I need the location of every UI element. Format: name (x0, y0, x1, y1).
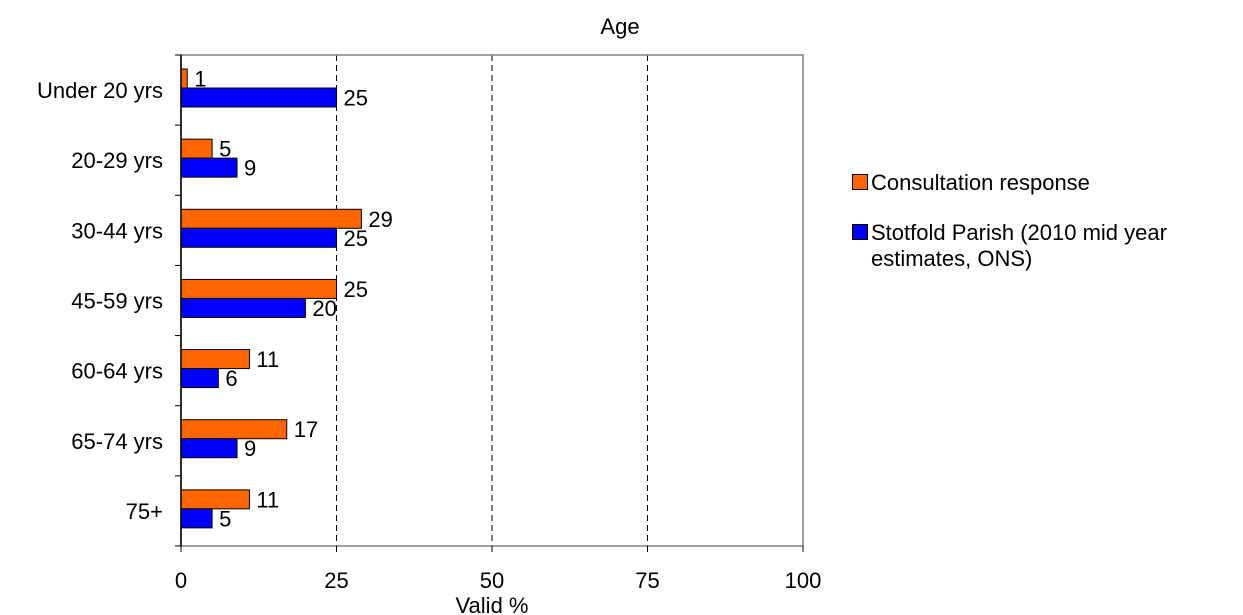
category-label: 45-59 yrs (71, 289, 163, 314)
axes: Under 20 yrs 20-29 yrs 30-44 yrs 45-59 yrs 6… (37, 54, 822, 593)
x-tick-label: 100 (785, 568, 822, 593)
data-label: 11 (256, 487, 279, 512)
legend-label: Stotfold Parish (2010 mid year estimates… (871, 220, 1167, 271)
category-label: Under 20 yrs (37, 78, 163, 103)
data-label: 25 (344, 86, 368, 111)
category-label: 60-64 yrs (71, 359, 163, 384)
data-label: 9 (244, 436, 256, 461)
data-label: 1 (194, 67, 206, 92)
data-label: 6 (225, 366, 237, 391)
legend-label: Consultation response (871, 170, 1090, 195)
data-label: 11 (256, 347, 279, 372)
data-label: 5 (219, 506, 231, 531)
data-label: 9 (244, 156, 256, 181)
data-label: 25 (344, 277, 368, 302)
x-tick-label: 75 (635, 568, 659, 593)
x-tick-label: 50 (480, 568, 504, 593)
gridlines (336, 55, 648, 546)
data-label: 5 (219, 137, 231, 162)
bar (180, 227, 337, 248)
category-label: 75+ (126, 499, 163, 524)
data-label: 17 (294, 417, 318, 442)
data-label: 20 (312, 296, 336, 321)
bar (180, 349, 250, 370)
bar (180, 368, 219, 389)
bar (180, 208, 362, 229)
bar (180, 87, 337, 108)
bar (180, 508, 213, 529)
legend-item-stotfold: Stotfold Parish (2010 mid year estimates… (852, 220, 1242, 272)
bar (180, 489, 250, 510)
bar (180, 68, 188, 89)
bar (180, 297, 306, 318)
bar (180, 419, 288, 440)
category-label: 65-74 yrs (71, 429, 163, 454)
bar (180, 438, 238, 459)
bar (180, 157, 238, 178)
x-tick-label: 0 (175, 568, 187, 593)
x-tick-label: 25 (324, 568, 348, 593)
bar (180, 138, 213, 159)
legend: Consultation response Stotfold Parish (2… (852, 170, 1242, 296)
data-label: 25 (344, 226, 368, 251)
data-label: 29 (368, 207, 392, 232)
x-axis-label: Valid % (456, 593, 529, 615)
category-label: 20-29 yrs (71, 148, 163, 173)
legend-item-consultation: Consultation response (852, 170, 1242, 196)
legend-swatch-consultation (852, 174, 868, 190)
category-label: 30-44 yrs (71, 218, 163, 243)
chart-title: Age (600, 14, 639, 39)
legend-swatch-stotfold (852, 224, 868, 240)
